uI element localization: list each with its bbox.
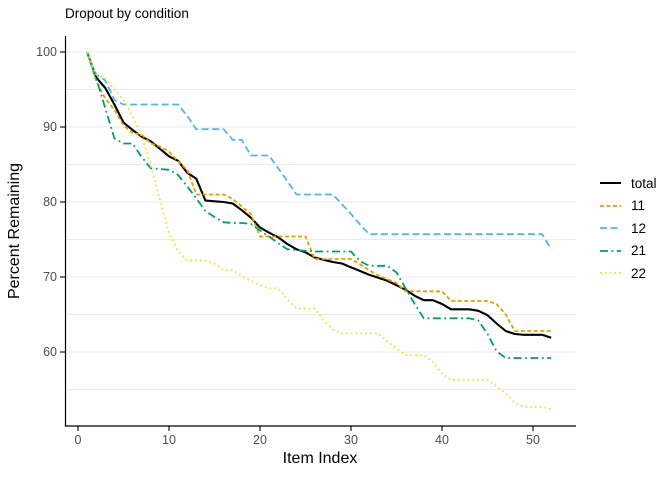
x-tick-label-40: 40 — [435, 433, 449, 447]
legend-label-21: 21 — [631, 243, 647, 259]
legend-line-swatch-11 — [600, 204, 621, 207]
legend-item-12: 12 — [599, 217, 657, 240]
legend-label-total: total — [631, 175, 657, 191]
series-line-11 — [86, 51, 552, 332]
x-tick-label-50: 50 — [526, 433, 540, 447]
x-tick-label-20: 20 — [253, 433, 267, 447]
legend-item-total: total — [599, 172, 657, 195]
y-tick-label-80: 80 — [43, 195, 57, 209]
chart-title: Dropout by condition — [65, 6, 189, 21]
series-line-22 — [86, 51, 552, 410]
y-tick-label-90: 90 — [43, 120, 57, 134]
x-tick-label-0: 0 — [74, 433, 82, 447]
legend-label-22: 22 — [631, 265, 647, 281]
series-line-12 — [86, 51, 552, 250]
legend-line-swatch-12 — [600, 227, 621, 230]
legend-line-swatch-21 — [600, 249, 621, 252]
legend-item-22: 22 — [599, 262, 657, 285]
x-axis-title: Item Index — [282, 450, 358, 467]
legend-label-12: 12 — [631, 220, 647, 236]
legend-item-11: 11 — [599, 195, 657, 218]
y-tick-label-70: 70 — [43, 270, 57, 284]
legend-label-11: 11 — [631, 198, 646, 214]
x-tick-label-30: 30 — [344, 433, 358, 447]
series-line-21 — [86, 51, 552, 359]
y-tick-label-100: 100 — [36, 45, 57, 59]
legend: total 11 12 21 22 — [599, 172, 657, 285]
y-axis-title: Percent Remaining — [6, 162, 23, 300]
legend-line-swatch-22 — [600, 272, 621, 275]
legend-item-21: 21 — [599, 240, 657, 263]
x-tick-label-10: 10 — [162, 433, 176, 447]
y-tick-label-60: 60 — [43, 345, 57, 359]
legend-line-swatch-total — [600, 182, 621, 185]
